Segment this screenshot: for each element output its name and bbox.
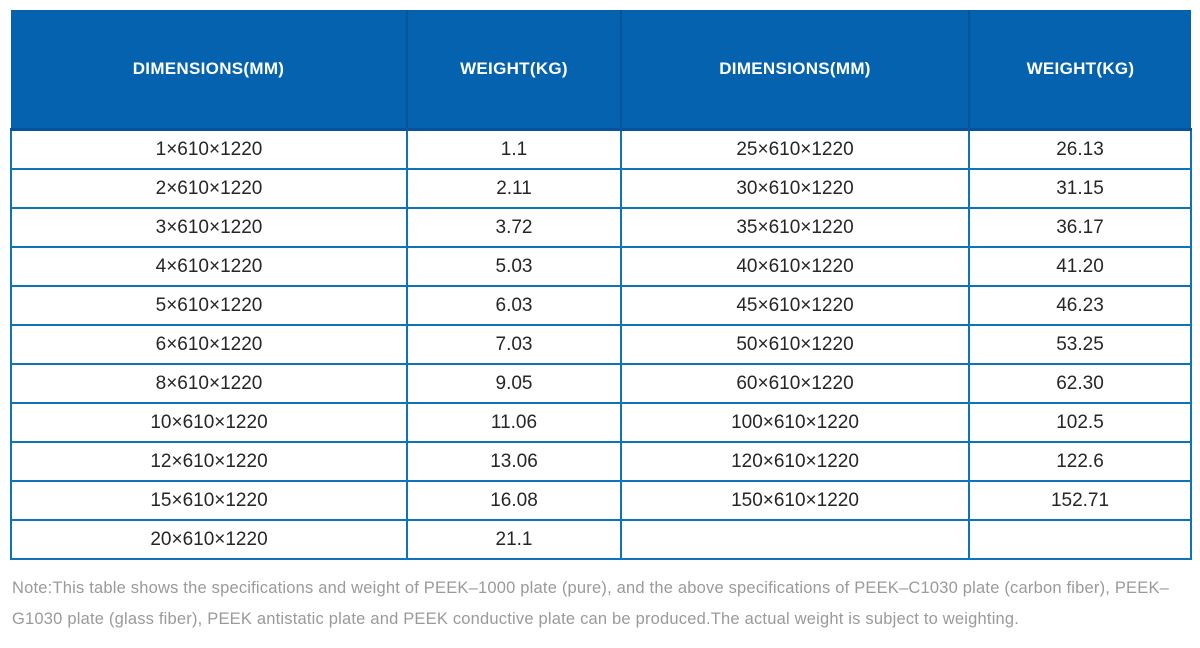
table-row: 6×610×1220 7.03 50×610×1220 53.25	[10, 324, 1192, 365]
weight-cell: 11.06	[406, 402, 622, 443]
table-header: DIMENSIONS(MM) WEIGHT(KG) DIMENSIONS(MM)…	[11, 10, 1191, 131]
table-body: 1×610×1220 1.1 25×610×1220 26.13 2×610×1…	[10, 128, 1192, 560]
dimension-cell: 12×610×1220	[10, 441, 408, 482]
dimension-cell: 50×610×1220	[620, 324, 970, 365]
note-text: Note:This table shows the specifications…	[12, 579, 1170, 628]
dimension-cell: 6×610×1220	[10, 324, 408, 365]
dimension-cell: 25×610×1220	[620, 128, 970, 170]
header-dimensions-right: DIMENSIONS(MM)	[621, 10, 970, 131]
dimension-cell: 40×610×1220	[620, 246, 970, 287]
dimension-cell: 20×610×1220	[10, 519, 408, 560]
dimension-cell: 35×610×1220	[620, 207, 970, 248]
weight-cell: 152.71	[968, 480, 1192, 521]
dimension-cell: 4×610×1220	[10, 246, 408, 287]
dimension-cell: 5×610×1220	[10, 285, 408, 326]
weight-cell: 62.30	[968, 363, 1192, 404]
weight-cell	[968, 519, 1192, 560]
weight-cell: 122.6	[968, 441, 1192, 482]
weight-cell: 2.11	[406, 168, 622, 209]
header-weight-right: WEIGHT(KG)	[969, 10, 1191, 131]
table-row: 20×610×1220 21.1	[10, 519, 1192, 560]
dimension-cell	[620, 519, 970, 560]
weight-cell: 26.13	[968, 128, 1192, 170]
spec-table: DIMENSIONS(MM) WEIGHT(KG) DIMENSIONS(MM)…	[10, 10, 1192, 560]
dimension-cell: 100×610×1220	[620, 402, 970, 443]
weight-cell: 13.06	[406, 441, 622, 482]
dimension-cell: 60×610×1220	[620, 363, 970, 404]
dimension-cell: 45×610×1220	[620, 285, 970, 326]
dimension-cell: 1×610×1220	[10, 128, 408, 170]
table-row: 1×610×1220 1.1 25×610×1220 26.13	[10, 128, 1192, 170]
weight-cell: 5.03	[406, 246, 622, 287]
table-row: 10×610×1220 11.06 100×610×1220 102.5	[10, 402, 1192, 443]
weight-cell: 21.1	[406, 519, 622, 560]
dimension-cell: 150×610×1220	[620, 480, 970, 521]
weight-cell: 102.5	[968, 402, 1192, 443]
dimension-cell: 2×610×1220	[10, 168, 408, 209]
table-row: 8×610×1220 9.05 60×610×1220 62.30	[10, 363, 1192, 404]
dimension-cell: 8×610×1220	[10, 363, 408, 404]
dimension-cell: 10×610×1220	[10, 402, 408, 443]
weight-cell: 46.23	[968, 285, 1192, 326]
weight-cell: 53.25	[968, 324, 1192, 365]
weight-cell: 9.05	[406, 363, 622, 404]
weight-cell: 31.15	[968, 168, 1192, 209]
table-row: 4×610×1220 5.03 40×610×1220 41.20	[10, 246, 1192, 287]
table-row: 15×610×1220 16.08 150×610×1220 152.71	[10, 480, 1192, 521]
dimension-cell: 3×610×1220	[10, 207, 408, 248]
dimension-cell: 15×610×1220	[10, 480, 408, 521]
weight-cell: 36.17	[968, 207, 1192, 248]
table-row: 2×610×1220 2.11 30×610×1220 31.15	[10, 168, 1192, 209]
weight-cell: 41.20	[968, 246, 1192, 287]
weight-cell: 1.1	[406, 128, 622, 170]
weight-cell: 6.03	[406, 285, 622, 326]
weight-cell: 16.08	[406, 480, 622, 521]
header-dimensions-left: DIMENSIONS(MM)	[11, 10, 408, 131]
weight-cell: 7.03	[406, 324, 622, 365]
table-row: 5×610×1220 6.03 45×610×1220 46.23	[10, 285, 1192, 326]
header-weight-left: WEIGHT(KG)	[407, 10, 622, 131]
header-row: DIMENSIONS(MM) WEIGHT(KG) DIMENSIONS(MM)…	[11, 10, 1191, 131]
dimension-cell: 120×610×1220	[620, 441, 970, 482]
dimension-cell: 30×610×1220	[620, 168, 970, 209]
table-row: 12×610×1220 13.06 120×610×1220 122.6	[10, 441, 1192, 482]
weight-cell: 3.72	[406, 207, 622, 248]
table-row: 3×610×1220 3.72 35×610×1220 36.17	[10, 207, 1192, 248]
